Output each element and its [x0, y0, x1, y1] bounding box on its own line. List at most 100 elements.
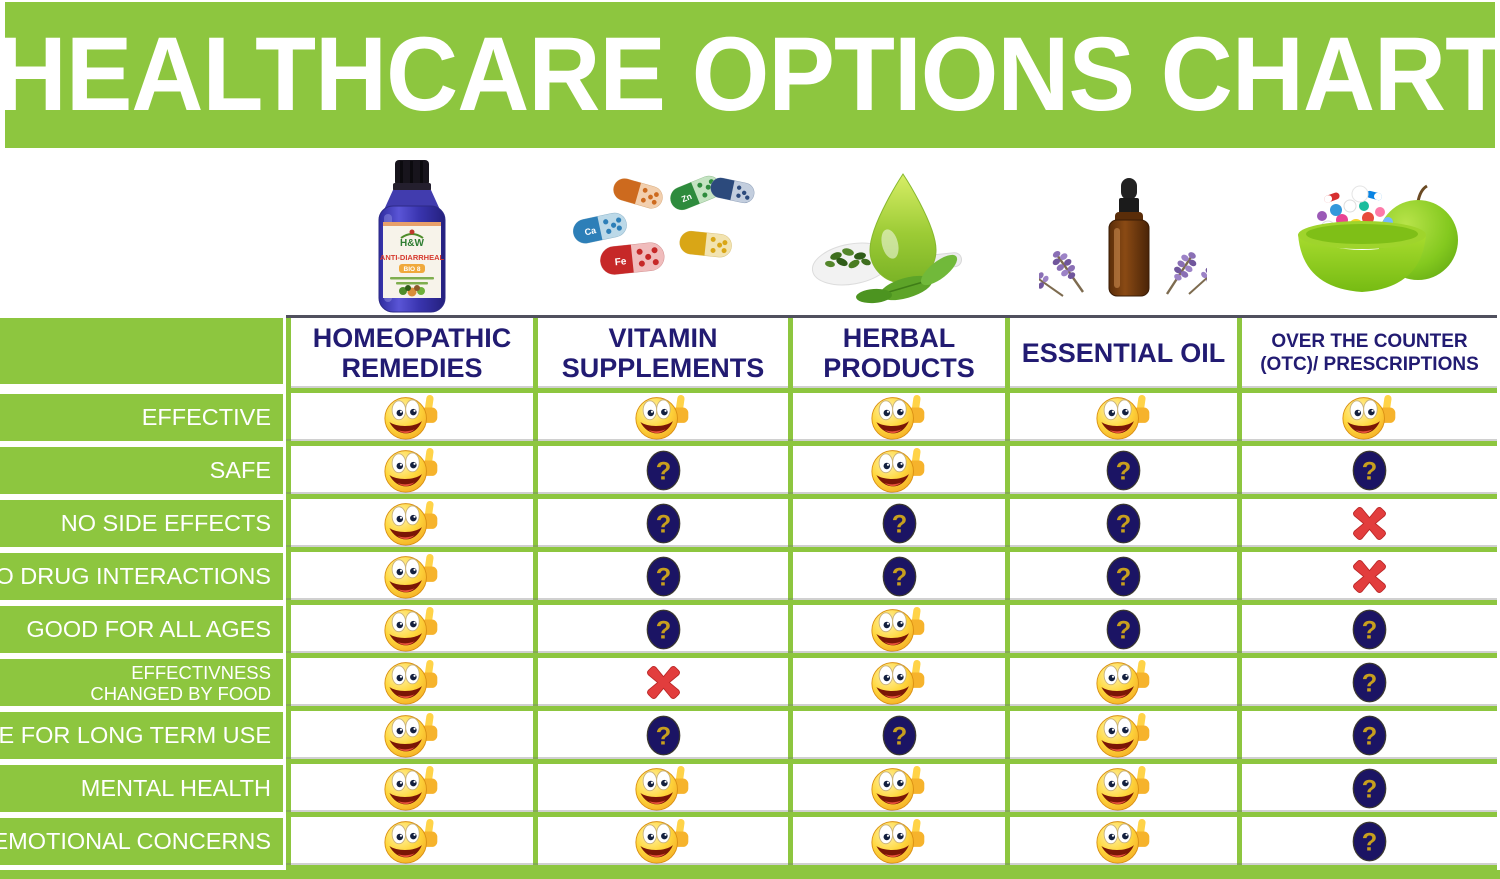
svg-text:?: ?: [1116, 457, 1132, 485]
row-label-no-side-effects: NO SIDE EFFECTS: [0, 500, 283, 547]
question-mark-icon: ?: [1106, 450, 1141, 490]
row-separator: [286, 812, 1497, 817]
row-separator: [286, 441, 1497, 446]
smiley-thumbs-up-icon: [635, 394, 689, 440]
cell-good-for-all-ages-vitamin-supplements: ?: [538, 605, 788, 653]
cell-good-for-all-ages-over-the-counter-otc-prescriptions: ?: [1242, 605, 1497, 653]
cell-no-drug-interactions-essential-oil: ?: [1010, 552, 1237, 600]
column-divider: [533, 318, 538, 870]
cell-no-drug-interactions-herbal-products: ?: [793, 552, 1005, 600]
cell-mental-health-herbal-products: [793, 764, 1005, 812]
cell-emotional-concerns-vitamin-supplements: [538, 817, 788, 865]
bottle-product-name: ANTI-DIARRHEAL: [380, 253, 445, 262]
red-x-icon: [1353, 559, 1386, 593]
red-x-icon: [646, 665, 680, 699]
page-title: HEALTHCARE OPTIONS CHART: [0, 16, 1500, 133]
column-header-over-the-counter-otc-prescriptions: OVER THE COUNTER (OTC)/ PRESCRIPTIONS: [1242, 318, 1497, 388]
cell-safe-for-long-term-use-homeopathic-remedies: [291, 711, 533, 759]
smiley-thumbs-up-icon: [1341, 394, 1395, 440]
cell-no-side-effects-vitamin-supplements: ?: [538, 499, 788, 547]
row-separator: [286, 494, 1497, 499]
header-separator: [286, 388, 1497, 393]
svg-text:?: ?: [655, 616, 671, 644]
table-top-border: [286, 315, 1497, 318]
cell-effective-over-the-counter-otc-prescriptions: [1242, 393, 1497, 441]
row-label-text: SAFE: [209, 457, 271, 483]
cell-effectivness-changed-by-food-over-the-counter-otc-prescriptions: ?: [1242, 658, 1497, 706]
capsule-label-fe: Fe: [614, 256, 627, 268]
smiley-thumbs-up-icon: [384, 606, 438, 652]
homeopathic-remedy-bottle-icon: H&W ANTI-DIARRHEAL BIO 8: [378, 160, 446, 313]
cell-emotional-concerns-homeopathic-remedies: [291, 817, 533, 865]
svg-text:?: ?: [891, 722, 907, 750]
question-mark-icon: ?: [1352, 715, 1387, 755]
row-label-text: GOOD FOR ALL AGES: [26, 616, 271, 642]
smiley-thumbs-up-icon: [871, 765, 925, 811]
svg-text:?: ?: [1362, 616, 1378, 644]
row-label-text: NO SIDE EFFECTS: [60, 510, 271, 536]
capsule-label-ca: Ca: [584, 225, 598, 237]
cell-safe-essential-oil: ?: [1010, 446, 1237, 494]
row-separator: [286, 759, 1497, 764]
row-label-good-for-all-ages: GOOD FOR ALL AGES: [0, 606, 283, 653]
column-divider: [1005, 318, 1010, 870]
cell-safe-homeopathic-remedies: [291, 446, 533, 494]
column-header-label: HERBAL PRODUCTS: [823, 323, 975, 383]
column-header-label: HOMEOPATHIC REMEDIES: [312, 323, 512, 383]
header-corner-block: [0, 318, 283, 384]
cell-effective-herbal-products: [793, 393, 1005, 441]
row-label-text: EFFECTIVNESS CHANGED BY FOOD: [90, 661, 271, 704]
question-mark-icon: ?: [646, 556, 680, 596]
cell-good-for-all-ages-homeopathic-remedies: [291, 605, 533, 653]
herbal-leaves-oil-spoon-icon: [811, 173, 963, 304]
cell-no-side-effects-herbal-products: ?: [793, 499, 1005, 547]
svg-text:?: ?: [1116, 510, 1132, 538]
question-mark-icon: ?: [1352, 768, 1387, 808]
question-mark-icon: ?: [1352, 609, 1387, 649]
cell-mental-health-over-the-counter-otc-prescriptions: ?: [1242, 764, 1497, 812]
svg-text:?: ?: [655, 563, 671, 591]
cell-mental-health-essential-oil: [1010, 764, 1237, 812]
smiley-thumbs-up-icon: [384, 659, 438, 705]
cell-no-side-effects-homeopathic-remedies: [291, 499, 533, 547]
row-label-effectivness-changed-by-food: EFFECTIVNESS CHANGED BY FOOD: [0, 659, 283, 706]
row-separator: [286, 653, 1497, 658]
column-divider: [788, 318, 793, 870]
smiley-thumbs-up-icon: [384, 818, 438, 864]
svg-text:?: ?: [891, 510, 907, 538]
cell-emotional-concerns-herbal-products: [793, 817, 1005, 865]
cell-no-drug-interactions-homeopathic-remedies: [291, 552, 533, 600]
cell-no-side-effects-over-the-counter-otc-prescriptions: [1242, 499, 1497, 547]
cell-mental-health-homeopathic-remedies: [291, 764, 533, 812]
svg-text:?: ?: [1362, 669, 1378, 697]
otc-prescriptions-image: [1276, 176, 1464, 309]
svg-text:?: ?: [1362, 775, 1378, 803]
question-mark-icon: ?: [1352, 821, 1387, 861]
question-mark-icon: ?: [1352, 450, 1387, 490]
column-header-herbal-products: HERBAL PRODUCTS: [793, 318, 1005, 388]
row-label-text: SAFE FOR LONG TERM USE: [0, 722, 271, 748]
question-mark-icon: ?: [646, 450, 680, 490]
smiley-thumbs-up-icon: [384, 500, 438, 546]
svg-text:?: ?: [1362, 828, 1378, 856]
cell-no-drug-interactions-over-the-counter-otc-prescriptions: [1242, 552, 1497, 600]
bottom-green-strip: [0, 870, 1500, 879]
question-mark-icon: ?: [882, 556, 916, 596]
cell-effective-homeopathic-remedies: [291, 393, 533, 441]
row-separator: [286, 547, 1497, 552]
bottle-badge: BIO 8: [404, 266, 421, 273]
smiley-thumbs-up-icon: [1095, 659, 1149, 705]
question-mark-icon: ?: [1352, 662, 1387, 702]
smiley-thumbs-up-icon: [384, 712, 438, 758]
column-header-label: OVER THE COUNTER (OTC)/ PRESCRIPTIONS: [1260, 331, 1479, 375]
smiley-thumbs-up-icon: [384, 394, 438, 440]
cell-emotional-concerns-over-the-counter-otc-prescriptions: ?: [1242, 817, 1497, 865]
essential-oil-image: [1030, 172, 1219, 309]
column-header-essential-oil: ESSENTIAL OIL: [1010, 318, 1237, 388]
smiley-thumbs-up-icon: [871, 659, 925, 705]
cell-mental-health-vitamin-supplements: [538, 764, 788, 812]
row-label-text: NO DRUG INTERACTIONS: [0, 563, 271, 589]
cell-safe-vitamin-supplements: ?: [538, 446, 788, 494]
row-label-mental-health: MENTAL HEALTH: [0, 765, 283, 812]
